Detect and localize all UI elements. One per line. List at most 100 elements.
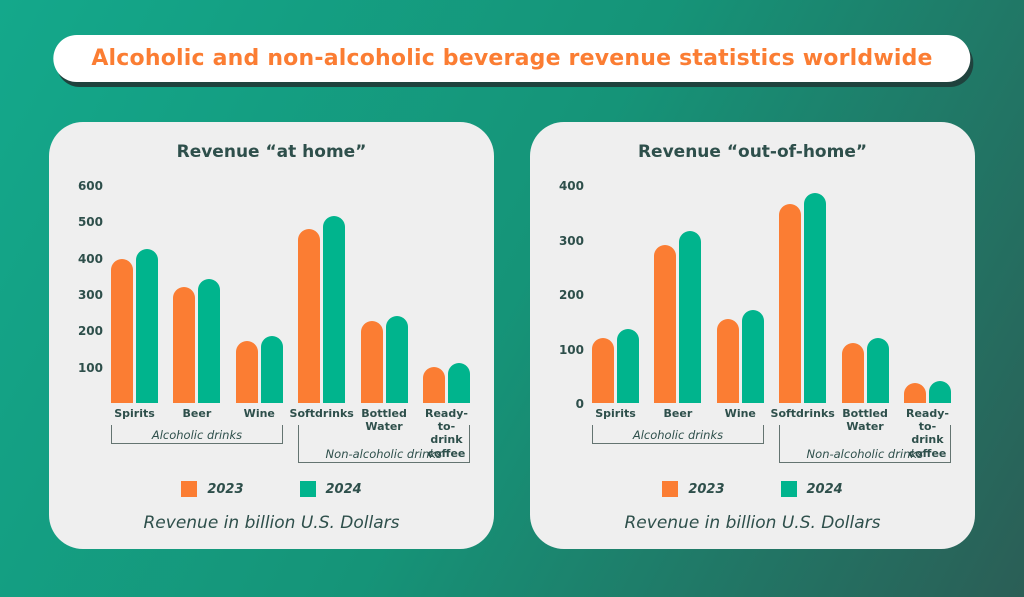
category-label-cell: Ready-to- drink coffee bbox=[904, 407, 951, 460]
category-label: Ready-to- drink coffee bbox=[905, 407, 949, 460]
category-label-cell: Softdrinks bbox=[771, 407, 835, 423]
bar-group-ready-to-drink-coffee bbox=[903, 185, 951, 403]
bar-group-softdrinks bbox=[298, 185, 346, 403]
category-label: Beer bbox=[182, 407, 212, 420]
category-label-cell: Spirits bbox=[592, 407, 639, 423]
bar-2024-beer bbox=[679, 231, 702, 403]
y-axis: 400 300 200 100 0 bbox=[554, 179, 592, 411]
category-label: Ready-to- drink coffee bbox=[424, 407, 468, 460]
bar-2023-wine bbox=[235, 341, 258, 403]
legend-item-2024: 2024 bbox=[780, 481, 843, 497]
title-banner: Alcoholic and non-alcoholic beverage rev… bbox=[53, 35, 971, 82]
bar-2023-softdrinks bbox=[779, 204, 802, 403]
category-label: Bottled Water bbox=[361, 407, 407, 434]
legend: 2023 2024 bbox=[554, 479, 951, 499]
bar-2023-beer bbox=[654, 245, 677, 403]
bar-2023-ready-to-drink-coffee bbox=[903, 383, 926, 403]
category-label-cell: Ready-to- drink coffee bbox=[423, 407, 470, 460]
bar-2024-wine bbox=[260, 336, 283, 403]
category-label: Spirits bbox=[114, 407, 155, 420]
category-labels: Spirits Beer Wine Softdrinks Bottled Water Re… bbox=[111, 407, 470, 460]
y-tick-label: 200 bbox=[77, 324, 103, 339]
category-label-cell: Beer bbox=[654, 407, 701, 423]
category-axis: Spirits Beer Wine Softdrinks Bottled Water Re… bbox=[592, 407, 951, 469]
bar-2024-bottled-water bbox=[866, 338, 889, 403]
bar-group-beer bbox=[173, 185, 221, 403]
y-axis: 600 500 400 300 200 100 bbox=[73, 179, 111, 403]
plot-area: 600 500 400 300 200 100 bbox=[73, 179, 470, 403]
plot-area: 400 300 200 100 0 bbox=[554, 179, 951, 411]
y-tick-label: 600 bbox=[77, 179, 103, 193]
bar-2023-bottled-water bbox=[841, 343, 864, 403]
y-tick-label: 100 bbox=[558, 342, 584, 357]
chart-title: Revenue “at home” bbox=[176, 142, 367, 162]
axis-units-caption: Revenue in billion U.S. Dollars bbox=[624, 513, 881, 533]
category-label-cell: Bottled Water bbox=[361, 407, 408, 433]
bars-area bbox=[592, 185, 951, 403]
y-tick-label: 500 bbox=[77, 215, 103, 230]
category-label: Softdrinks bbox=[770, 407, 835, 420]
bar-2024-wine bbox=[741, 310, 764, 403]
bar-group-ready-to-drink-coffee bbox=[422, 185, 470, 403]
bar-2024-beer bbox=[198, 279, 221, 403]
charts-row: Revenue “at home” 600 500 400 300 200 100 Spi… bbox=[0, 122, 1024, 549]
bar-2023-wine bbox=[716, 319, 739, 403]
axis-units-caption: Revenue in billion U.S. Dollars bbox=[143, 513, 400, 533]
bracket-alcoholic-drinks: Alcoholic drinks bbox=[592, 425, 764, 444]
legend-item-2024: 2024 bbox=[299, 481, 362, 497]
bar-2023-beer bbox=[173, 287, 196, 403]
category-labels: Spirits Beer Wine Softdrinks Bottled Water Re… bbox=[592, 407, 951, 460]
bar-2024-softdrinks bbox=[323, 216, 346, 403]
bar-group-wine bbox=[235, 185, 283, 403]
category-label: Beer bbox=[663, 407, 693, 420]
bar-group-bottled-water bbox=[841, 185, 889, 403]
bar-2024-bottled-water bbox=[385, 316, 408, 403]
bar-group-spirits bbox=[111, 185, 158, 403]
page-title: Alcoholic and non-alcoholic beverage rev… bbox=[91, 46, 933, 71]
category-label: Softdrinks bbox=[289, 407, 354, 420]
bar-group-softdrinks bbox=[779, 185, 827, 403]
bar-2023-bottled-water bbox=[360, 321, 383, 403]
legend-swatch-orange bbox=[181, 481, 198, 497]
legend-label: 2024 bbox=[806, 481, 843, 497]
legend-swatch-green bbox=[780, 481, 797, 497]
bar-2023-spirits bbox=[592, 338, 614, 403]
bar-group-beer bbox=[654, 185, 702, 403]
category-label-cell: Spirits bbox=[111, 407, 158, 423]
bar-2023-softdrinks bbox=[298, 229, 321, 403]
category-label-cell: Softdrinks bbox=[290, 407, 354, 423]
bar-2023-ready-to-drink-coffee bbox=[422, 367, 445, 403]
legend: 2023 2024 bbox=[73, 479, 470, 499]
legend-label: 2023 bbox=[207, 481, 244, 497]
y-tick-label: 400 bbox=[77, 251, 103, 266]
y-tick-label: 200 bbox=[558, 288, 584, 302]
chart-title: Revenue “out-of-home” bbox=[637, 142, 868, 162]
category-axis: Spirits Beer Wine Softdrinks Bottled Water Re… bbox=[111, 407, 470, 469]
legend-swatch-orange bbox=[662, 481, 679, 497]
bar-2024-ready-to-drink-coffee bbox=[928, 381, 951, 403]
chart-card-out-of-home: Revenue “out-of-home” 400 300 200 100 0 Spir… bbox=[530, 122, 975, 549]
legend-label: 2024 bbox=[325, 481, 362, 497]
bar-group-spirits bbox=[592, 185, 639, 403]
legend-item-2023: 2023 bbox=[662, 481, 725, 497]
y-tick-label: 300 bbox=[77, 288, 103, 302]
bracket-label: Alcoholic drinks bbox=[632, 428, 724, 442]
bar-2024-spirits bbox=[617, 329, 639, 403]
bars-area bbox=[111, 185, 470, 403]
bar-2024-ready-to-drink-coffee bbox=[447, 363, 470, 403]
category-label-cell: Beer bbox=[173, 407, 220, 423]
y-tick-label: 100 bbox=[77, 360, 103, 375]
category-label: Bottled Water bbox=[842, 407, 888, 434]
bracket-label: Alcoholic drinks bbox=[151, 428, 243, 442]
y-tick-label: 400 bbox=[558, 179, 584, 193]
bracket-alcoholic-drinks: Alcoholic drinks bbox=[111, 425, 283, 444]
category-label: Wine bbox=[243, 407, 275, 420]
y-tick-label: 0 bbox=[575, 397, 584, 411]
category-label-cell: Bottled Water bbox=[842, 407, 889, 433]
bar-group-wine bbox=[716, 185, 764, 403]
y-tick-label: 300 bbox=[558, 233, 584, 248]
bar-2024-spirits bbox=[136, 249, 158, 403]
legend-item-2023: 2023 bbox=[181, 481, 244, 497]
category-label-cell: Wine bbox=[717, 407, 764, 423]
legend-swatch-green bbox=[299, 481, 316, 497]
